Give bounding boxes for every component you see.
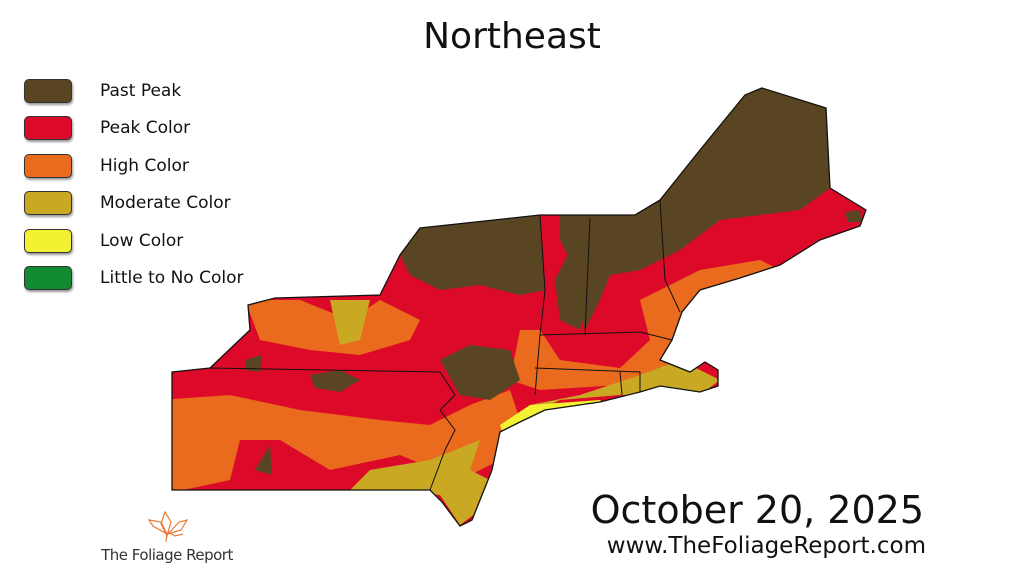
website-url[interactable]: www.TheFoliageReport.com: [606, 533, 926, 559]
legend-item-moderate-color: Moderate Color: [24, 185, 244, 223]
legend-label: Past Peak: [100, 80, 182, 101]
legend-label: High Color: [100, 155, 189, 176]
state-borders: [209, 199, 681, 491]
legend-label: Low Color: [100, 230, 184, 251]
legend-item-little-to-no-color: Little to No Color: [24, 260, 244, 298]
legend-label: Peak Color: [100, 118, 191, 139]
legend-label: Little to No Color: [100, 268, 244, 289]
legend-swatch: [24, 266, 72, 291]
maple-leaf-icon: [147, 510, 189, 543]
logo-text: The Foliage Report: [101, 546, 233, 564]
past-peak-region-north: [400, 88, 830, 330]
high-color-region-pa: [172, 390, 520, 495]
legend-swatch: [24, 153, 72, 178]
legend-swatch: [24, 116, 72, 141]
legend-item-high-color: High Color: [24, 147, 244, 185]
legend-item-low-color: Low Color: [24, 222, 244, 260]
legend-item-past-peak: Past Peak: [24, 72, 244, 110]
legend-swatch: [24, 191, 72, 216]
high-color-region-wny: [245, 300, 420, 355]
legend-swatch: [24, 78, 72, 103]
legend-label: Moderate Color: [100, 193, 231, 214]
legend: Past Peak Peak Color High Color Moderate…: [24, 72, 244, 297]
legend-swatch: [24, 228, 72, 253]
foliage-report-logo: The Foliage Report: [92, 508, 242, 564]
map-title: Northeast: [423, 16, 601, 57]
report-date: October 20, 2025: [590, 488, 924, 532]
legend-item-peak-color: Peak Color: [24, 110, 244, 148]
